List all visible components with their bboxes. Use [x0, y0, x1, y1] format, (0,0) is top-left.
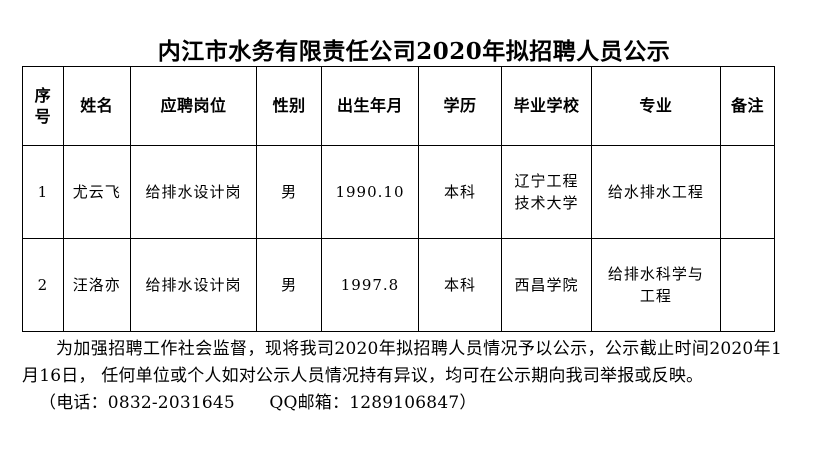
column-header-school: 毕业学校	[501, 66, 592, 146]
cell-major-line1: 给水排水工程	[607, 183, 704, 201]
applicants-table: 序 号 姓名 应聘岗位 性别 出生年月 学历 毕业学校 专业 备注 1 尤云飞	[22, 66, 775, 332]
table-header-row: 序 号 姓名 应聘岗位 性别 出生年月 学历 毕业学校 专业 备注	[22, 66, 775, 146]
cell-gender: 男	[256, 238, 323, 332]
notice-body: 为加强招聘工作社会监督，现将我司2020年拟招聘人员情况予以公示，公示截止时间2…	[22, 336, 782, 417]
table-row: 1 尤云飞 给排水设计岗 男 1990.10 本科 辽宁工程 技术大学 给水排水…	[22, 145, 775, 239]
column-header-education: 学历	[417, 66, 503, 146]
table-row: 2 汪洛亦 给排水设计岗 男 1997.8 本科 西昌学院 给排水科学与 工程	[22, 238, 775, 332]
cell-school: 西昌学院	[501, 238, 592, 332]
cell-birth-date: 1990.10	[321, 145, 419, 239]
column-header-birth-date: 出生年月	[321, 66, 419, 146]
cell-name: 尤云飞	[62, 145, 131, 239]
column-header-sequence-line2: 号	[34, 107, 52, 126]
column-header-position: 应聘岗位	[129, 66, 258, 146]
cell-school-line1: 西昌学院	[514, 276, 579, 294]
column-header-gender: 性别	[256, 66, 323, 146]
applicants-table-container: 序 号 姓名 应聘岗位 性别 出生年月 学历 毕业学校 专业 备注 1 尤云飞	[22, 66, 775, 332]
column-header-name: 姓名	[62, 66, 131, 146]
column-header-sequence: 序 号	[22, 66, 64, 146]
cell-major-line1: 给排水科学与	[607, 265, 704, 283]
cell-school-line2: 技术大学	[514, 194, 579, 212]
column-header-sequence-line1: 序	[34, 86, 52, 105]
column-header-major: 专业	[590, 66, 722, 146]
cell-major-line2: 工程	[639, 287, 672, 305]
cell-school: 辽宁工程 技术大学	[501, 145, 592, 239]
column-header-remark: 备注	[720, 66, 775, 146]
cell-position: 给排水设计岗	[129, 238, 258, 332]
cell-birth-date: 1997.8	[321, 238, 419, 332]
cell-gender: 男	[256, 145, 323, 239]
cell-name: 汪洛亦	[62, 238, 131, 332]
cell-remark	[720, 238, 775, 332]
contact-info: （电话：0832-2031645 QQ邮箱：1289106847）	[39, 393, 477, 413]
notice-paragraph: 为加强招聘工作社会监督，现将我司2020年拟招聘人员情况予以公示，公示截止时间2…	[22, 339, 782, 386]
cell-sequence: 2	[22, 238, 64, 332]
page-title: 内江市水务有限责任公司2020年拟招聘人员公示	[157, 38, 671, 66]
cell-education: 本科	[417, 238, 503, 332]
cell-major: 给排水科学与 工程	[590, 238, 722, 332]
cell-remark	[720, 145, 775, 239]
cell-major: 给水排水工程	[590, 145, 722, 239]
cell-sequence: 1	[22, 145, 64, 239]
cell-education: 本科	[417, 145, 503, 239]
cell-position: 给排水设计岗	[129, 145, 258, 239]
cell-school-line1: 辽宁工程	[514, 172, 579, 190]
